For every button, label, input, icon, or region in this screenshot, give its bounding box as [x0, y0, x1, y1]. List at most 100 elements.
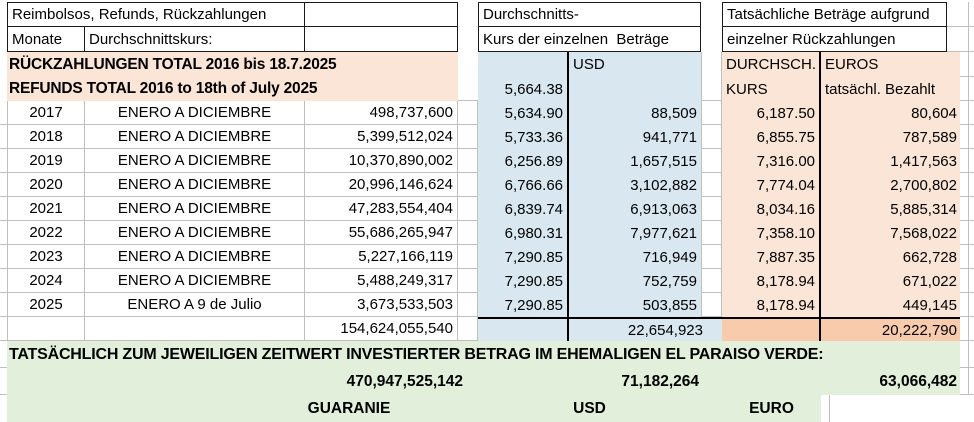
- eur-amount-cell[interactable]: 787,589: [821, 125, 960, 149]
- usd-amount-cell[interactable]: 941,771: [569, 125, 701, 149]
- eur-rate-cell[interactable]: 8,034.16: [722, 197, 821, 221]
- year-cell[interactable]: 2020: [7, 173, 85, 197]
- left-gutter: [0, 197, 7, 221]
- guarani-amount-cell[interactable]: 3,673,533,503: [305, 293, 458, 317]
- empty-rate-cell[interactable]: [478, 52, 569, 77]
- usd-rate-cell[interactable]: 5,634.90: [478, 101, 569, 125]
- usd-rate-cell[interactable]: 6,980.31: [478, 221, 569, 245]
- period-cell[interactable]: ENERO A 9 de Julio: [85, 293, 305, 317]
- eur-amount-cell[interactable]: 7,568,022: [821, 221, 960, 245]
- right-header-cell-2[interactable]: einzelner Rückzahlungen: [722, 27, 947, 52]
- investment-guarani-cell[interactable]: 470,947,525,142: [7, 368, 478, 395]
- usd-rate-cell[interactable]: 6,839.74: [478, 197, 569, 221]
- eur-amount-cell[interactable]: 671,022: [821, 269, 960, 293]
- refunds-total-en-cell[interactable]: REFUNDS TOTAL 2016 to 18th of July 2025: [7, 77, 458, 101]
- period-cell[interactable]: ENERO A DICIEMBRE: [85, 245, 305, 269]
- investment-eur-cell[interactable]: 63,066,482: [722, 368, 960, 395]
- year-cell[interactable]: 2018: [7, 125, 85, 149]
- year-cell[interactable]: 2019: [7, 149, 85, 173]
- empty-cell[interactable]: [7, 317, 85, 341]
- monate-header-cell[interactable]: Monate: [7, 27, 85, 52]
- usd-amount-cell[interactable]: 88,509: [569, 101, 701, 125]
- eur-currency-label[interactable]: EURO: [722, 395, 821, 422]
- usd-currency-label[interactable]: USD: [478, 395, 701, 422]
- refunds-total-de-cell[interactable]: RÜCKZAHLUNGEN TOTAL 2016 bis 18.7.2025: [7, 52, 458, 77]
- eur-amount-cell[interactable]: 5,885,314: [821, 197, 960, 221]
- empty-cell[interactable]: [722, 317, 821, 341]
- guarani-currency-label[interactable]: GUARANIE: [220, 395, 478, 422]
- eur-rate-cell[interactable]: 6,855.75: [722, 125, 821, 149]
- guarani-total-cell[interactable]: 154,624,055,540: [305, 317, 458, 341]
- empty-cell[interactable]: [85, 317, 305, 341]
- bezahlt-label-cell[interactable]: tatsächl. Bezahlt: [821, 77, 960, 101]
- year-cell[interactable]: 2025: [7, 293, 85, 317]
- eur-rate-cell[interactable]: 7,358.10: [722, 221, 821, 245]
- usd-amount-cell[interactable]: 6,913,063: [569, 197, 701, 221]
- usd-amount-cell[interactable]: 716,949: [569, 245, 701, 269]
- usd-amount-cell[interactable]: 3,102,882: [569, 173, 701, 197]
- usd-rate-cell[interactable]: 5,733.36: [478, 125, 569, 149]
- usd-rate-cell[interactable]: 7,290.85: [478, 269, 569, 293]
- guarani-amount-cell[interactable]: 5,488,249,317: [305, 269, 458, 293]
- mid-header-cell[interactable]: Durchschnitts-: [478, 2, 701, 27]
- usd-rate-cell[interactable]: 6,256.89: [478, 149, 569, 173]
- usd-amount-cell[interactable]: 7,977,621: [569, 221, 701, 245]
- eur-total-cell[interactable]: 20,222,790: [821, 317, 960, 341]
- avg-rate-cell[interactable]: 5,664.38: [478, 77, 569, 101]
- year-cell[interactable]: 2017: [7, 101, 85, 125]
- year-cell[interactable]: 2024: [7, 269, 85, 293]
- period-cell[interactable]: ENERO A DICIEMBRE: [85, 101, 305, 125]
- period-cell[interactable]: ENERO A DICIEMBRE: [85, 221, 305, 245]
- guarani-amount-cell[interactable]: 5,399,512,024: [305, 125, 458, 149]
- period-cell[interactable]: ENERO A DICIEMBRE: [85, 269, 305, 293]
- usd-amount-cell[interactable]: 503,855: [569, 293, 701, 317]
- period-cell[interactable]: ENERO A DICIEMBRE: [85, 173, 305, 197]
- usd-rate-cell[interactable]: 7,290.85: [478, 293, 569, 317]
- investment-usd-cell[interactable]: 71,182,264: [478, 368, 701, 395]
- period-cell[interactable]: ENERO A DICIEMBRE: [85, 149, 305, 173]
- empty-cell[interactable]: [305, 2, 458, 27]
- left-gutter: [0, 27, 7, 52]
- guarani-amount-cell[interactable]: 498,737,600: [305, 101, 458, 125]
- title-cell[interactable]: Reimbolsos, Refunds, Rückzahlungen: [7, 2, 305, 27]
- eur-amount-cell[interactable]: 449,145: [821, 293, 960, 317]
- investment-title-cell[interactable]: TATSÄCHLICH ZUM JEWEILIGEN ZEITWERT INVE…: [7, 341, 960, 368]
- guarani-amount-cell[interactable]: 20,996,146,624: [305, 173, 458, 197]
- usd-rate-cell[interactable]: 6,766.66: [478, 173, 569, 197]
- usd-total-cell[interactable]: 22,654,923: [569, 317, 722, 341]
- guarani-amount-cell[interactable]: 5,227,166,119: [305, 245, 458, 269]
- guarani-amount-cell[interactable]: 10,370,890,002: [305, 149, 458, 173]
- eur-rate-cell[interactable]: 8,178.94: [722, 269, 821, 293]
- empty-cell[interactable]: [305, 27, 458, 52]
- eur-rate-cell[interactable]: 7,887.35: [722, 245, 821, 269]
- eur-amount-cell[interactable]: 662,728: [821, 245, 960, 269]
- eur-amount-cell[interactable]: 1,417,563: [821, 149, 960, 173]
- year-cell[interactable]: 2022: [7, 221, 85, 245]
- guarani-amount-cell[interactable]: 55,686,265,947: [305, 221, 458, 245]
- guarani-amount-cell[interactable]: 47,283,554,404: [305, 197, 458, 221]
- eur-rate-cell[interactable]: 7,316.00: [722, 149, 821, 173]
- eur-amount-cell[interactable]: 2,700,802: [821, 173, 960, 197]
- euros-label-cell[interactable]: EUROS: [821, 52, 960, 77]
- period-cell[interactable]: ENERO A DICIEMBRE: [85, 125, 305, 149]
- right-header-cell[interactable]: Tatsächliche Beträge aufgrund: [722, 2, 947, 27]
- usd-rate-cell[interactable]: 7,290.85: [478, 245, 569, 269]
- eur-rate-cell[interactable]: 7,774.04: [722, 173, 821, 197]
- usd-amount-cell[interactable]: 752,759: [569, 269, 701, 293]
- usd-amount-cell[interactable]: 1,657,515: [569, 149, 701, 173]
- kurs-label-cell[interactable]: KURS: [722, 77, 821, 101]
- kurs-header-cell[interactable]: Durchschnittskurs:: [85, 27, 305, 52]
- empty-cell[interactable]: [569, 77, 701, 101]
- usd-label-cell[interactable]: USD: [569, 52, 701, 77]
- eur-rate-cell[interactable]: 6,187.50: [722, 101, 821, 125]
- eur-rate-cell[interactable]: 8,178.94: [722, 293, 821, 317]
- eur-amount-cell[interactable]: 80,604: [821, 101, 960, 125]
- spacer: [701, 368, 722, 395]
- year-cell[interactable]: 2021: [7, 197, 85, 221]
- period-cell[interactable]: ENERO A DICIEMBRE: [85, 197, 305, 221]
- mid-header-cell-2[interactable]: Kurs der einzelnen Beträge: [478, 27, 701, 52]
- durchsch-label-cell[interactable]: DURCHSCH.: [722, 52, 821, 77]
- year-cell[interactable]: 2023: [7, 245, 85, 269]
- empty-cell[interactable]: [478, 317, 569, 341]
- right-gutter: [960, 221, 974, 245]
